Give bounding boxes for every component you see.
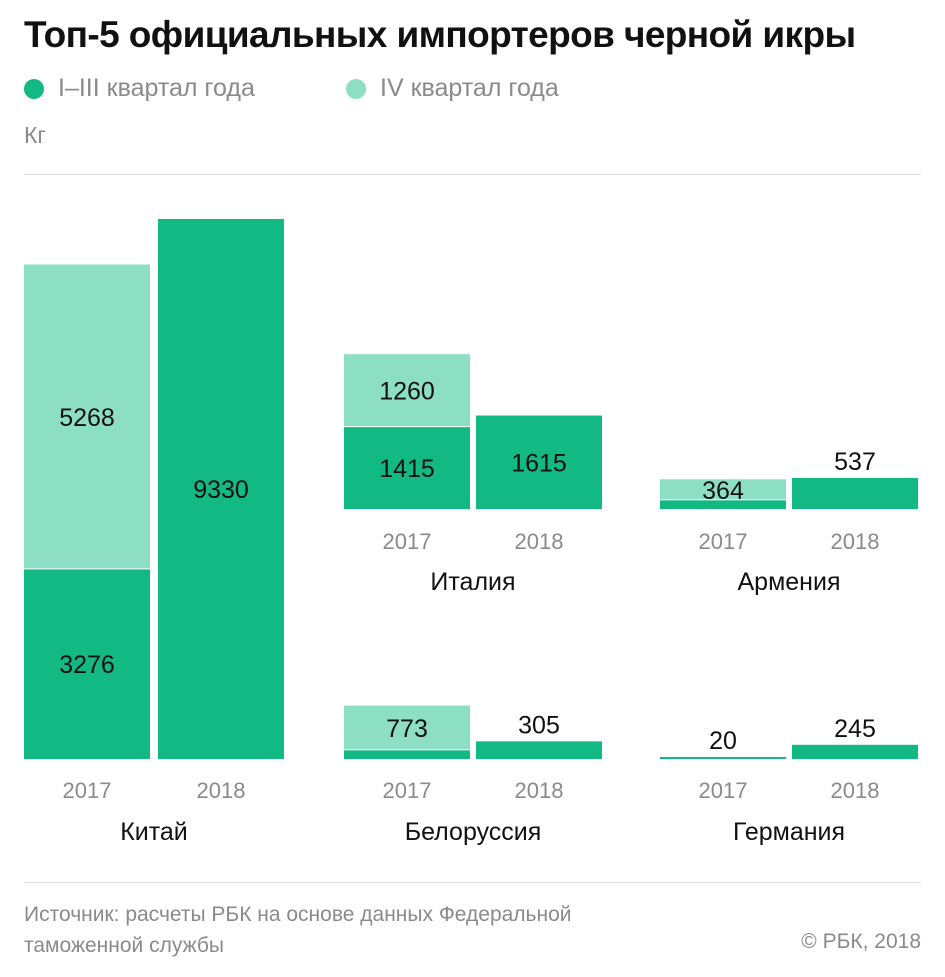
panel-4-year-2018: 2018	[831, 778, 880, 803]
source-note: Источник: расчеты РБК на основе данных Ф…	[24, 899, 572, 961]
panel-3-bar-2018-q1-3	[476, 741, 602, 759]
panel-1-bar-2017-q1-3	[344, 427, 470, 509]
panel-4-bar-2017-q1-3	[660, 757, 786, 759]
panel-3-label-2018-q1-3: 305	[518, 711, 560, 739]
top-divider	[24, 174, 921, 175]
panel-0-bar-2017-q1-3	[24, 569, 150, 759]
panel-2-bar-2018-q1-3	[792, 477, 918, 509]
panel-1-label-2017-q1-3: 1415	[379, 455, 435, 483]
panel-0-label-2017-q4: 5268	[59, 404, 115, 432]
panel-1-country-name: Италия	[430, 568, 515, 596]
panel-0-year-2017: 2017	[63, 778, 112, 803]
panel-2-bar-2017-q4	[660, 479, 786, 500]
panel-4-bar-2018-q1-3	[792, 744, 918, 759]
panel-1-label-2017-q4: 1260	[379, 378, 435, 406]
panel-0-label-2017-q1-3: 3276	[59, 651, 115, 679]
panel-2-country-name: Армения	[738, 568, 841, 596]
panel-1-year-2017: 2017	[383, 529, 432, 554]
panel-0-bar-2017-q4	[24, 264, 150, 569]
panel-1-bar-2018-q1-3	[476, 415, 602, 509]
legend-item-q1-3: I–III квартал года	[24, 74, 255, 103]
panel-4-label-2017-q1-3: 20	[709, 727, 737, 755]
source-line-1: Источник: расчеты РБК на основе данных Ф…	[24, 903, 572, 926]
legend-label-q1-3: I–III квартал года	[58, 74, 255, 102]
panel-1-label-2018-q1-3: 1615	[511, 449, 567, 477]
legend-dot-q1-3	[24, 78, 44, 99]
legend-label-q4: IV квартал года	[380, 74, 559, 102]
legend-item-q4: IV квартал года	[346, 74, 559, 103]
panel-2-label-2017-q4: 364	[702, 477, 744, 505]
source-line-2: таможенной службы	[24, 934, 225, 957]
unit-label: Кг	[24, 122, 46, 148]
panel-2-label-2018-q1-3: 537	[834, 448, 876, 476]
panel-0-year-2018: 2018	[197, 778, 246, 803]
panel-3-label-2017-q4: 773	[386, 715, 428, 743]
legend: I–III квартал года IV квартал года	[24, 74, 724, 106]
panel-0-country-name: Китай	[120, 818, 188, 846]
panel-4-country-name: Германия	[733, 818, 845, 846]
panel-0-bar-2018-q1-3	[158, 219, 284, 759]
panel-4-year-2017: 2017	[699, 778, 748, 803]
panel-3-bar-2017-q4	[344, 705, 470, 750]
panel-2-year-2017: 2017	[699, 529, 748, 554]
copyright: © РБК, 2018	[801, 930, 921, 953]
bottom-divider	[24, 882, 921, 883]
panel-2-bar-2017-q1-3	[660, 500, 786, 509]
panel-3-country-name: Белоруссия	[405, 818, 542, 846]
panel-0-label-2018-q1-3: 9330	[193, 476, 249, 504]
panel-3-bar-2017-q1-3	[344, 750, 470, 759]
panel-2-year-2018: 2018	[831, 529, 880, 554]
chart-title: Топ-5 официальных импортеров черной икры	[24, 14, 856, 55]
legend-dot-q4	[346, 78, 366, 99]
chart-canvas: 5268 3276 2017 9330 2018 Китай 1260 1415 2017 161…	[24, 219, 918, 846]
panel-1-bar-2017-q4	[344, 354, 470, 427]
panel-1-year-2018: 2018	[515, 529, 564, 554]
panel-3-year-2017: 2017	[383, 778, 432, 803]
panel-3-year-2018: 2018	[515, 778, 564, 803]
panel-4-label-2018-q1-3: 245	[834, 715, 876, 743]
